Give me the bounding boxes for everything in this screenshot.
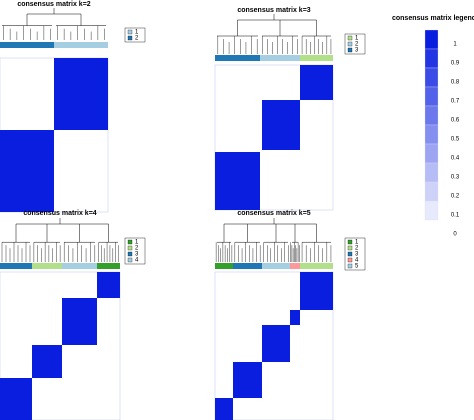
legend-label: 2 xyxy=(135,36,139,42)
heatmap-block xyxy=(32,345,62,378)
color-legend-label: 0 xyxy=(453,232,457,238)
color-legend-label: 1 xyxy=(453,42,457,48)
cluster-bar xyxy=(215,55,260,61)
cluster-bar xyxy=(262,263,290,269)
cluster-bar xyxy=(32,263,62,269)
color-legend-title: consensus matrix legend xyxy=(392,15,474,22)
legend-swatch xyxy=(127,257,133,263)
legend-swatch xyxy=(347,35,353,41)
heatmap-block xyxy=(300,272,333,310)
color-legend-step xyxy=(424,29,439,50)
color-legend-label: 0.8 xyxy=(451,80,460,86)
legend-swatch xyxy=(347,257,353,263)
panel-title: consensus matrix k=3 xyxy=(237,7,310,14)
panel-title: consensus matrix k=2 xyxy=(17,1,90,8)
cluster-bar xyxy=(290,263,300,269)
legend-swatch xyxy=(127,239,133,245)
cluster-bar xyxy=(300,263,333,269)
heatmap-block xyxy=(62,298,97,345)
heatmap-block xyxy=(0,378,32,420)
panel-title: consensus matrix k=5 xyxy=(237,210,310,217)
color-legend-step xyxy=(424,86,439,107)
heatmap-block xyxy=(262,100,300,150)
legend-label: 2 xyxy=(355,42,359,48)
color-legend-label: 0.2 xyxy=(451,194,460,200)
color-legend-label: 0.5 xyxy=(451,137,460,143)
cluster-bar xyxy=(62,263,97,269)
color-legend-step xyxy=(424,105,439,126)
heatmap-block xyxy=(0,130,54,212)
legend-label: 4 xyxy=(355,258,359,264)
heatmap-block xyxy=(54,58,108,130)
legend-label: 5 xyxy=(355,264,359,270)
legend-swatch xyxy=(127,29,133,35)
legend-label: 1 xyxy=(355,240,359,246)
color-legend-step xyxy=(424,124,439,145)
legend-swatch xyxy=(347,245,353,251)
heatmap-block xyxy=(215,152,260,210)
legend-swatch xyxy=(347,239,353,245)
legend-swatch xyxy=(347,41,353,47)
legend-label: 4 xyxy=(135,258,139,264)
color-legend-step xyxy=(424,162,439,183)
panel-title: consensus matrix k=4 xyxy=(23,210,96,217)
color-legend-step xyxy=(424,67,439,88)
heatmap-block xyxy=(215,398,233,420)
cluster-bar xyxy=(0,42,54,48)
cluster-bar xyxy=(300,55,333,61)
cluster-bar xyxy=(260,55,300,61)
heatmap-block xyxy=(290,310,300,325)
legend-label: 3 xyxy=(355,48,359,54)
heatmap-block xyxy=(97,272,120,298)
color-legend-label: 0.3 xyxy=(451,175,460,181)
legend-label: 3 xyxy=(355,252,359,258)
legend-label: 1 xyxy=(135,240,139,246)
color-legend-step xyxy=(424,48,439,69)
cluster-bar xyxy=(215,263,233,269)
color-legend-step xyxy=(424,200,439,221)
color-legend-step xyxy=(424,143,439,164)
color-legend-step xyxy=(424,181,439,202)
legend-label: 1 xyxy=(135,30,139,36)
legend-swatch xyxy=(127,245,133,251)
legend-swatch xyxy=(347,251,353,257)
legend-label: 1 xyxy=(355,36,359,42)
legend-box xyxy=(124,237,146,265)
legend-swatch xyxy=(347,263,353,269)
heatmap-block xyxy=(262,325,290,362)
legend-swatch xyxy=(347,47,353,53)
color-legend-label: 0.1 xyxy=(451,213,460,219)
cluster-bar xyxy=(0,263,32,269)
cluster-bar xyxy=(233,263,262,269)
legend-swatch xyxy=(127,251,133,257)
color-legend-label: 0.6 xyxy=(451,118,460,124)
heatmap-block xyxy=(233,362,262,398)
color-legend-label: 0.4 xyxy=(451,156,460,162)
legend-label: 2 xyxy=(135,246,139,252)
cluster-bar xyxy=(97,263,120,269)
legend-label: 3 xyxy=(135,252,139,258)
heatmap-block xyxy=(300,65,333,100)
cluster-bar xyxy=(54,42,108,48)
legend-label: 2 xyxy=(355,246,359,252)
color-legend-label: 0.9 xyxy=(451,61,460,67)
color-legend-label: 0.7 xyxy=(451,99,460,105)
legend-swatch xyxy=(127,35,133,41)
